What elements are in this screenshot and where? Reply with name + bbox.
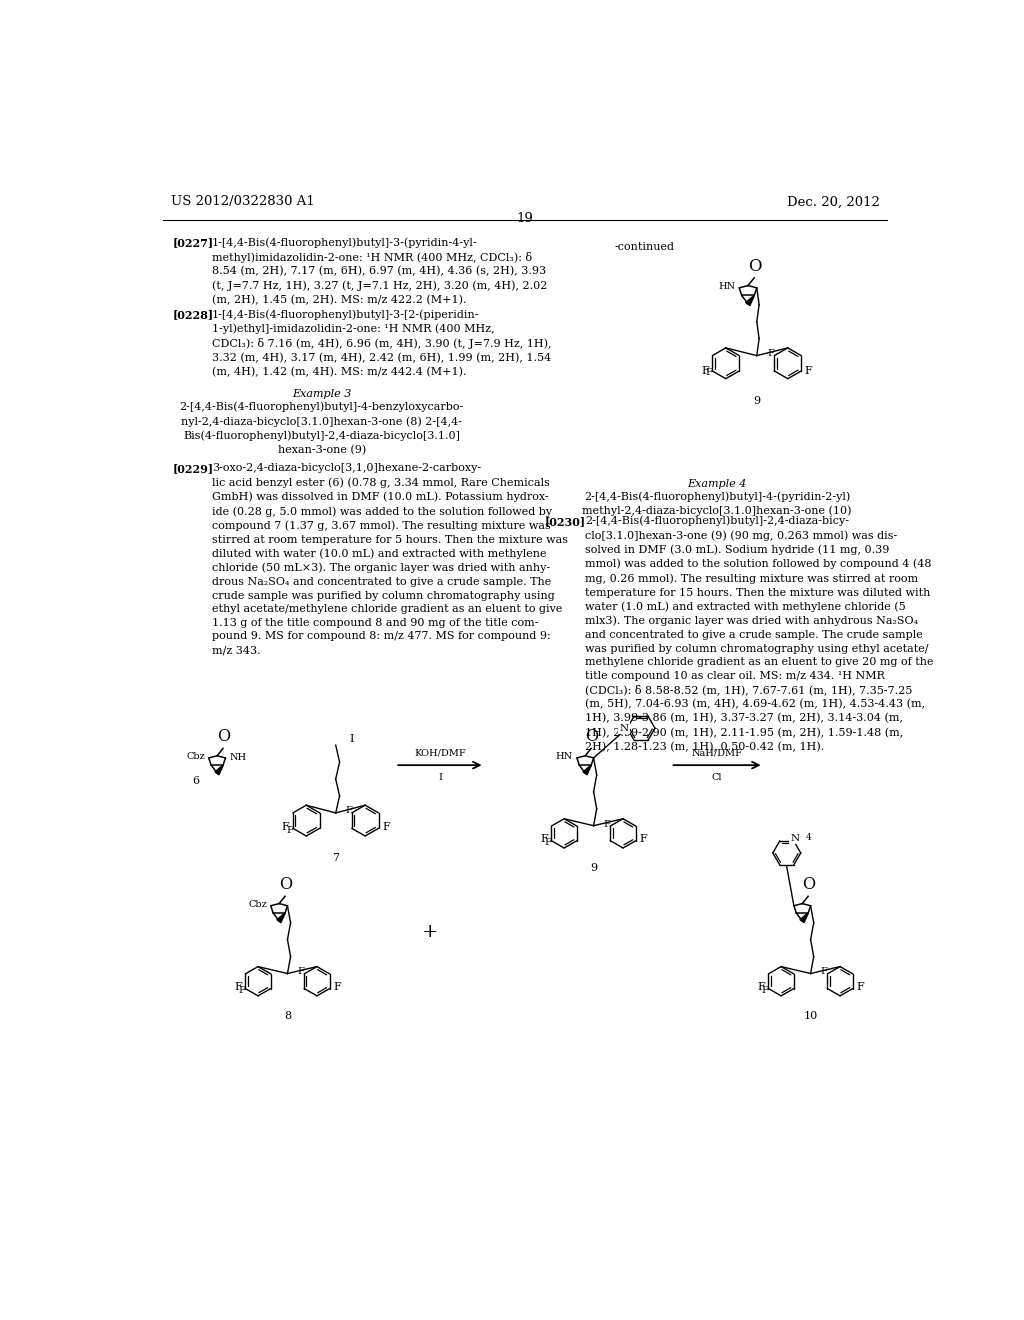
Text: 8: 8: [284, 1011, 291, 1022]
Text: F: F: [234, 982, 242, 993]
Text: O: O: [586, 729, 598, 746]
Text: Cbz: Cbz: [186, 752, 205, 760]
Text: F: F: [706, 368, 713, 378]
Text: N: N: [791, 834, 800, 842]
Text: NH: NH: [229, 754, 247, 763]
Text: F: F: [701, 366, 709, 376]
Text: Cl: Cl: [712, 774, 722, 781]
Text: KOH/DMF: KOH/DMF: [414, 748, 466, 758]
Text: F: F: [297, 968, 304, 977]
Text: Example 4: Example 4: [687, 479, 746, 488]
Text: F: F: [603, 820, 610, 829]
Text: 1-[4,4-Bis(4-fluorophenyl)butyl]-3-[2-(piperidin-
1-yl)ethyl]-imidazolidin-2-one: 1-[4,4-Bis(4-fluorophenyl)butyl]-3-[2-(p…: [212, 309, 551, 378]
Text: F: F: [345, 807, 352, 816]
Text: 2-[4,4-Bis(4-fluorophenyl)butyl]-4-benzyloxycarbo-
nyl-2,4-diaza-bicyclo[3.1.0]h: 2-[4,4-Bis(4-fluorophenyl)butyl]-4-benzy…: [179, 401, 464, 455]
Text: F: F: [768, 350, 774, 358]
Text: F: F: [545, 838, 552, 847]
Text: F: F: [382, 822, 390, 832]
Text: 9: 9: [754, 396, 761, 405]
Text: O: O: [217, 729, 230, 746]
Text: 1-[4,4-Bis(4-fluorophenyl)butyl]-3-(pyridin-4-yl-
methyl)imidazolidin-2-one: ¹H : 1-[4,4-Bis(4-fluorophenyl)butyl]-3-(pyri…: [212, 238, 547, 305]
Text: N: N: [620, 723, 629, 733]
Text: [0229]: [0229]: [173, 463, 214, 474]
Text: F: F: [762, 986, 768, 995]
Text: F: F: [856, 982, 864, 993]
Text: F: F: [540, 834, 548, 845]
Text: [0228]: [0228]: [173, 309, 214, 321]
Text: 2-[4,4-Bis(4-fluorophenyl)butyl]-2,4-diaza-bicy-
clo[3.1.0]hexan-3-one (9) (90 m: 2-[4,4-Bis(4-fluorophenyl)butyl]-2,4-dia…: [586, 516, 934, 752]
Text: 9: 9: [590, 863, 597, 874]
Text: +: +: [422, 923, 438, 941]
Text: 6: 6: [191, 776, 199, 785]
Text: F: F: [282, 822, 289, 832]
Text: HN: HN: [718, 281, 735, 290]
Text: F: F: [333, 982, 341, 993]
Text: NaH/DMF: NaH/DMF: [691, 748, 742, 758]
Text: 3-oxo-2,4-diaza-bicyclo[3,1,0]hexane-2-carboxy-
lic acid benzyl ester (6) (0.78 : 3-oxo-2,4-diaza-bicyclo[3,1,0]hexane-2-c…: [212, 463, 567, 655]
Text: F: F: [805, 366, 813, 376]
Text: [0230]: [0230]: [545, 516, 586, 527]
Text: O: O: [749, 257, 762, 275]
Text: -continued: -continued: [614, 242, 675, 252]
Text: F: F: [639, 834, 647, 845]
Text: O: O: [280, 876, 293, 894]
Text: 4: 4: [806, 833, 812, 842]
Text: HN: HN: [556, 752, 573, 760]
Text: O: O: [803, 876, 815, 894]
Text: 7: 7: [332, 853, 339, 863]
Text: F: F: [239, 986, 246, 995]
Text: Dec. 20, 2012: Dec. 20, 2012: [786, 195, 880, 209]
Text: F: F: [820, 968, 827, 977]
Text: Example 3: Example 3: [292, 389, 351, 400]
Text: F: F: [757, 982, 765, 993]
Text: F: F: [286, 826, 293, 834]
Text: [0227]: [0227]: [173, 238, 214, 248]
Text: Cbz: Cbz: [248, 900, 267, 908]
Text: I: I: [438, 774, 442, 781]
Text: 2-[4,4-Bis(4-fluorophenyl)butyl]-4-(pyridin-2-yl)
methyl-2,4-diaza-bicyclo[3.1.0: 2-[4,4-Bis(4-fluorophenyl)butyl]-4-(pyri…: [583, 491, 852, 516]
Text: 10: 10: [804, 1011, 818, 1022]
Text: 19: 19: [516, 213, 534, 226]
Text: I: I: [349, 734, 354, 744]
Text: US 2012/0322830 A1: US 2012/0322830 A1: [171, 195, 314, 209]
